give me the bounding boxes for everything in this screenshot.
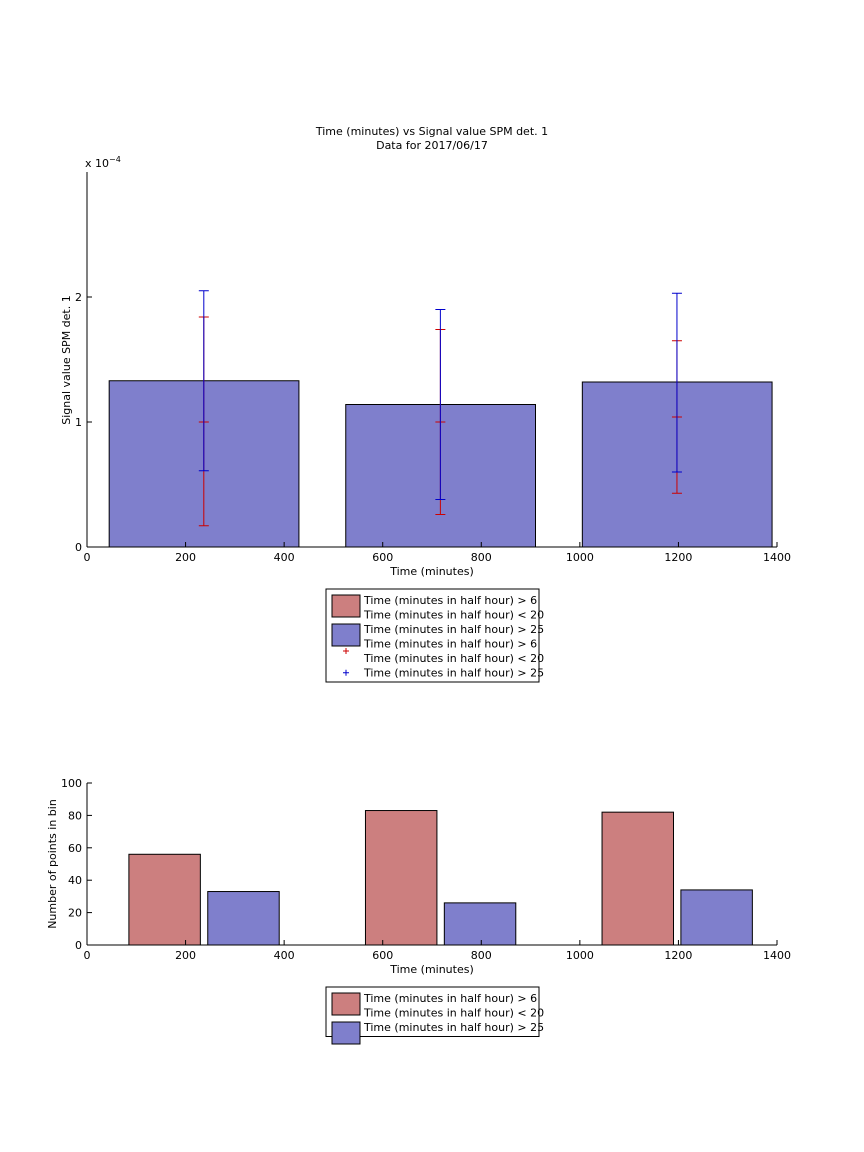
count-bar	[207, 891, 280, 946]
legend-swatch	[331, 992, 361, 1016]
legend-box	[325, 986, 540, 1037]
legend-label: Time (minutes in half hour) > 25	[363, 667, 544, 680]
x-tick-label: 800	[471, 551, 492, 564]
y-tick-label: 20	[68, 907, 82, 920]
legend-label: Time (minutes in half hour) < 20	[363, 609, 544, 622]
y-axis-label: Signal value SPM det. 1	[60, 295, 73, 425]
count-bar	[680, 889, 753, 946]
y-tick-label: 40	[68, 874, 82, 887]
count-chart: 0 200 400 600 800 1000 1200 1400 0 20 40 60 80 100 Ti…	[46, 777, 791, 1045]
chart-title: Time (minutes) vs Signal value SPM det. …	[315, 125, 548, 138]
legend-swatch	[331, 1021, 361, 1045]
legend-label: Time (minutes in half hour) > 6	[363, 594, 537, 607]
legend-swatch	[331, 594, 361, 618]
legend-box	[325, 588, 540, 683]
count-bar	[601, 811, 674, 946]
y-tick-label: 100	[61, 777, 82, 790]
legend-swatch	[331, 623, 361, 647]
y-tick-label: 0	[75, 939, 82, 952]
x-tick-label: 1400	[763, 949, 791, 962]
x-tick-label: 0	[84, 551, 91, 564]
x-tick-label: 600	[372, 551, 393, 564]
legend-label: Time (minutes in half hour) < 20	[363, 1007, 544, 1020]
count-bar	[443, 902, 517, 946]
legend-label: Time (minutes in half hour) > 25	[363, 1021, 544, 1034]
x-tick-label: 600	[372, 949, 393, 962]
legend-label: Time (minutes in half hour) > 6	[363, 638, 537, 651]
x-tick-label: 1200	[664, 551, 692, 564]
x-axis-label: Time (minutes)	[389, 565, 474, 578]
signal-chart: Time (minutes) vs Signal value SPM det. …	[60, 125, 791, 683]
y-tick-label: 0	[75, 541, 82, 554]
x-tick-label: 1000	[566, 949, 594, 962]
y-exponent-label: x 10−4	[85, 155, 121, 170]
x-tick-label: 1000	[566, 551, 594, 564]
y-tick-label: 2	[75, 291, 82, 304]
y-tick-label: 1	[75, 416, 82, 429]
legend: Time (minutes in half hour) > 6 Time (min…	[325, 986, 544, 1045]
y-axis-label: Number of points in bin	[46, 799, 59, 929]
x-tick-label: 800	[471, 949, 492, 962]
y-tick-label: 80	[68, 809, 82, 822]
x-tick-label: 200	[175, 551, 196, 564]
x-tick-label: 1200	[664, 949, 692, 962]
count-bar	[364, 810, 438, 946]
x-axis-label: Time (minutes)	[389, 963, 474, 976]
legend-label: Time (minutes in half hour) > 25	[363, 623, 544, 636]
x-tick-label: 200	[175, 949, 196, 962]
legend-label: Time (minutes in half hour) > 6	[363, 992, 537, 1005]
x-tick-label: 0	[84, 949, 91, 962]
x-tick-label: 400	[274, 551, 295, 564]
x-tick-label: 400	[274, 949, 295, 962]
legend-label: Time (minutes in half hour) < 20	[363, 652, 544, 665]
y-tick-label: 60	[68, 842, 82, 855]
chart-subtitle: Data for 2017/06/17	[376, 139, 488, 152]
count-bar	[128, 853, 201, 946]
x-tick-label: 1400	[763, 551, 791, 564]
